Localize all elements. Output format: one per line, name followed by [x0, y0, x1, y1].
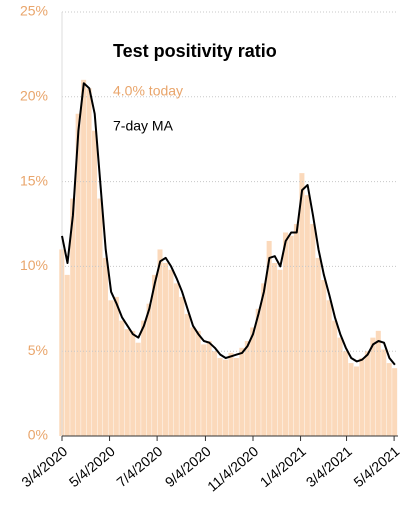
- bar: [326, 300, 332, 436]
- bar: [315, 257, 321, 436]
- bar: [364, 351, 370, 436]
- bar: [217, 357, 223, 436]
- bar: [250, 327, 256, 436]
- bar: [119, 320, 125, 436]
- bar: [375, 330, 381, 436]
- y-tick-label: 20%: [20, 88, 48, 104]
- y-tick-label: 0%: [28, 427, 48, 443]
- bar: [124, 329, 130, 436]
- x-tick-label: 1/4/2021: [257, 443, 309, 490]
- bar: [244, 341, 250, 436]
- bar: [272, 263, 278, 436]
- bar: [277, 269, 283, 436]
- bar: [195, 330, 201, 436]
- bar: [386, 363, 392, 436]
- bar: [141, 320, 147, 436]
- bar: [157, 249, 163, 436]
- bar: [97, 198, 103, 436]
- bar: [255, 308, 261, 436]
- bar: [184, 313, 190, 436]
- bar: [299, 173, 305, 436]
- bar: [201, 344, 207, 436]
- bar: [293, 224, 299, 436]
- bar: [381, 349, 387, 436]
- bar: [113, 296, 119, 436]
- bar: [64, 274, 70, 436]
- x-tick-label: 7/4/2020: [113, 443, 165, 490]
- bar: [162, 263, 168, 436]
- bar: [359, 357, 365, 436]
- bar: [228, 352, 234, 436]
- y-tick-label: 15%: [20, 172, 48, 188]
- y-tick-label: 10%: [20, 257, 48, 273]
- bar: [146, 303, 152, 436]
- x-tick-label: 11/4/2020: [204, 443, 261, 495]
- bar: [86, 88, 92, 436]
- bar: [81, 79, 87, 436]
- bar: [304, 195, 310, 436]
- legend-entry: 7-day MA: [113, 118, 174, 134]
- bar: [332, 320, 338, 436]
- bar: [70, 198, 76, 436]
- bar: [288, 235, 294, 436]
- x-tick-label: 3/4/2020: [18, 443, 70, 490]
- bar: [337, 337, 343, 436]
- bar: [179, 296, 185, 436]
- bar: [370, 337, 376, 436]
- x-tick-label: 3/4/2021: [303, 443, 355, 490]
- y-tick-label: 25%: [20, 3, 48, 19]
- chart-title: Test positivity ratio: [113, 41, 277, 61]
- bar: [392, 368, 398, 436]
- bar: [310, 224, 316, 436]
- bar: [190, 327, 196, 436]
- bar: [135, 342, 141, 436]
- bar: [130, 330, 136, 436]
- bar: [283, 232, 289, 436]
- bar: [222, 359, 229, 436]
- bar: [239, 347, 245, 436]
- bar: [92, 130, 98, 436]
- x-tick-label: 5/4/2020: [66, 443, 118, 490]
- line: [61, 82, 396, 366]
- bar: [321, 279, 327, 436]
- x-tick-label: 5/4/2021: [350, 443, 402, 490]
- bar: [173, 283, 179, 436]
- bar: [168, 269, 174, 436]
- bar: [233, 357, 239, 436]
- y-tick-label: 5%: [28, 342, 48, 358]
- bar: [75, 113, 81, 436]
- bar: [261, 283, 267, 436]
- bar: [266, 240, 272, 436]
- annotation: 4.0% today: [113, 83, 183, 99]
- bar: [343, 351, 349, 436]
- bar: [152, 274, 158, 436]
- bar: [102, 257, 108, 436]
- bar: [206, 341, 212, 436]
- bar: [348, 363, 354, 436]
- bar: [353, 366, 359, 436]
- bar: [108, 300, 114, 436]
- bar: [212, 351, 218, 436]
